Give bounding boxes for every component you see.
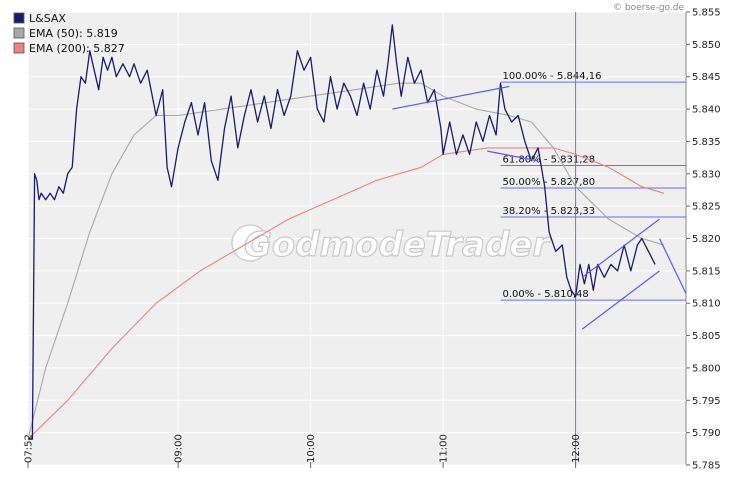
legend: L&SAX EMA (50): 5.819 EMA (200): 5.827 — [13, 12, 125, 55]
y-tick-label: 5.795 — [692, 396, 721, 407]
series-line-ema-50 — [27, 82, 665, 440]
legend-label: L&SAX — [29, 12, 66, 25]
y-tick-label: 5.850 — [692, 40, 721, 51]
watermark-text: GodmodeTrader — [244, 225, 551, 265]
x-tick-label: 11:00 — [439, 434, 450, 463]
x-tick-label: 10:00 — [306, 434, 317, 463]
y-tick-label: 5.820 — [692, 234, 721, 245]
trend-line — [392, 85, 510, 110]
y-tick-label: 5.825 — [692, 202, 721, 213]
watermark-logo-icon — [231, 224, 269, 262]
y-tick-label: 5.840 — [692, 105, 721, 116]
y-tick-label: 5.785 — [692, 461, 721, 472]
y-tick-label: 5.810 — [692, 299, 721, 310]
source-label: © boerse-go.de — [613, 3, 684, 13]
fib-level-label: 38.20% - 5.823,33 — [503, 206, 596, 217]
trend-line — [581, 218, 660, 278]
y-axis: 5.785 5.790 5.795 5.800 5.805 5.810 5.815 5.820… — [686, 8, 721, 472]
trend-line — [487, 150, 539, 162]
square-swatch-icon — [13, 12, 25, 24]
square-swatch-icon — [13, 42, 25, 54]
x-tick-label: 09:00 — [174, 434, 185, 463]
square-swatch-icon — [13, 27, 25, 39]
x-tick-label: 12:00 — [571, 434, 582, 463]
y-tick-label: 5.790 — [692, 428, 721, 439]
fib-level-label: 61.80% - 5.831,28 — [503, 155, 596, 166]
y-tick-label: 5.835 — [692, 137, 721, 148]
series-lines — [27, 24, 665, 440]
x-tick-label: 07:52 — [24, 434, 35, 463]
y-tick-label: 5.855 — [692, 8, 721, 19]
trend-lines — [392, 85, 687, 330]
grid-lines — [27, 11, 686, 466]
fib-level-label: 50.00% - 5.827,80 — [503, 177, 596, 188]
fib-level-label: 0.00% - 5.810,48 — [503, 289, 589, 300]
y-tick-label: 5.800 — [692, 363, 721, 374]
trend-line — [581, 270, 660, 330]
trend-line — [658, 238, 687, 294]
y-tick-label: 5.845 — [692, 72, 721, 83]
y-tick-label: 5.830 — [692, 169, 721, 180]
watermark: GodmodeTrader — [231, 224, 552, 266]
y-tick-label: 5.805 — [692, 331, 721, 342]
fibonacci-levels: 100.00% - 5.844,16 61.80% - 5.831,28 50.00… — [500, 12, 686, 465]
series-line-l-sax — [28, 24, 656, 440]
y-tick-label: 5.815 — [692, 266, 721, 277]
legend-label: EMA (200): 5.827 — [29, 42, 125, 55]
series-line-ema-200 — [27, 147, 665, 440]
legend-label: EMA (50): 5.819 — [29, 27, 118, 40]
x-axis: 07:52 09:00 10:00 11:00 12:00 — [24, 434, 582, 468]
fib-level-label: 100.00% - 5.844,16 — [503, 71, 602, 82]
